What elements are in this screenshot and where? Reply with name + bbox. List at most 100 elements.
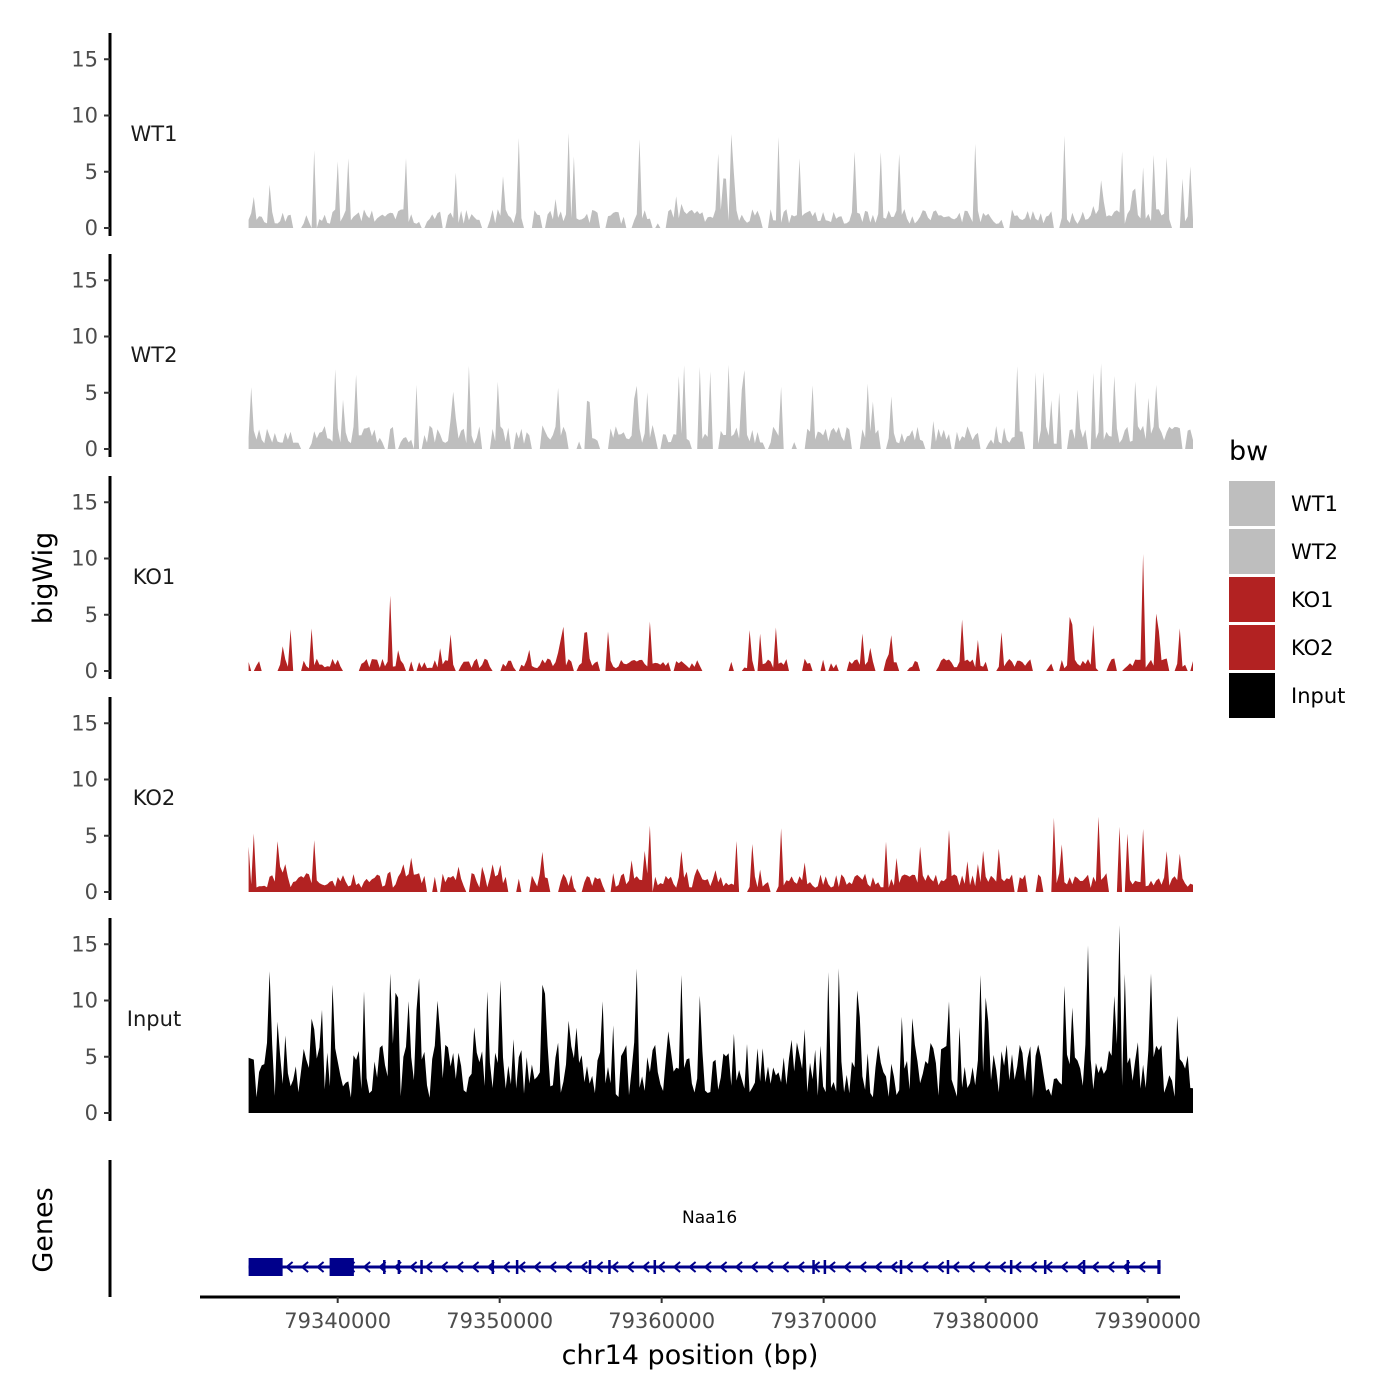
- x-tick-label: 79340000: [284, 1309, 391, 1333]
- strand-arrow: [657, 1261, 666, 1273]
- legend-swatch: [1229, 673, 1275, 718]
- strand-arrow: [734, 1261, 743, 1273]
- y-tick-label: 15: [71, 932, 98, 956]
- coverage-area-input: [248, 925, 1194, 1113]
- strand-arrow: [1060, 1261, 1069, 1273]
- strand-arrow: [796, 1261, 805, 1273]
- legend-item-wt1: WT1: [1229, 481, 1338, 526]
- gene-exon: [248, 1258, 283, 1276]
- coverage-area-wt2: [248, 363, 1194, 449]
- strand-arrow: [998, 1261, 1007, 1273]
- strand-arrow: [1013, 1261, 1022, 1273]
- y-tick-label: 0: [85, 437, 98, 461]
- coverage-area-ko1: [248, 554, 1194, 671]
- x-tick-label: 79390000: [1094, 1309, 1201, 1333]
- y-tick-label: 10: [71, 768, 98, 792]
- gene-exon: [588, 1260, 592, 1274]
- track-label: WT2: [131, 343, 178, 367]
- gene-exon: [899, 1260, 903, 1274]
- strand-arrow: [471, 1261, 480, 1273]
- strand-arrow: [595, 1261, 604, 1273]
- strand-arrow: [781, 1261, 790, 1273]
- gene-panel: Naa16: [108, 1160, 1161, 1297]
- gene-exon: [329, 1258, 354, 1276]
- x-tick-label: 79360000: [608, 1309, 715, 1333]
- y-tick-label: 5: [85, 1045, 98, 1069]
- strand-arrow: [719, 1261, 728, 1273]
- strand-arrow: [1091, 1261, 1100, 1273]
- strand-arrow: [703, 1261, 712, 1273]
- legend-label: WT2: [1291, 540, 1338, 564]
- strand-arrow: [610, 1261, 619, 1273]
- y-tick-label: 15: [71, 47, 98, 71]
- strand-arrow: [1029, 1261, 1038, 1273]
- y-tick-label: 10: [71, 547, 98, 571]
- x-tick-label: 79370000: [770, 1309, 877, 1333]
- legend-item-wt2: WT2: [1229, 529, 1338, 574]
- x-tick-label: 79380000: [932, 1309, 1039, 1333]
- strand-arrow: [564, 1261, 573, 1273]
- track-ko2: 0 5 10 15 KO2: [71, 697, 1194, 904]
- track-input: 0 5 10 15 Input: [71, 918, 1194, 1125]
- x-axis: 79340000 79350000 79360000 79370000 79380000…: [200, 1295, 1201, 1333]
- strand-arrow: [936, 1261, 945, 1273]
- gene-exon: [1043, 1260, 1047, 1274]
- y-tick-label: 5: [85, 381, 98, 405]
- gene-exon: [812, 1260, 815, 1274]
- track-label: WT1: [131, 122, 178, 146]
- y-tick-label: 0: [85, 880, 98, 904]
- legend-title: bw: [1229, 436, 1268, 467]
- gene-exon: [420, 1260, 423, 1274]
- strand-arrow: [409, 1261, 418, 1273]
- strand-arrow: [688, 1261, 697, 1273]
- strand-arrow: [827, 1261, 836, 1273]
- legend-item-input: Input: [1229, 673, 1345, 718]
- gene-exon: [1082, 1260, 1086, 1274]
- legend: bw WT1 WT2 KO1 KO2 Input: [1229, 436, 1345, 718]
- track-label: Input: [127, 1007, 181, 1031]
- gene-exon: [653, 1260, 657, 1274]
- gene-exon: [383, 1260, 386, 1274]
- strand-arrow: [362, 1261, 371, 1273]
- track-ko1: 0 5 10 15 KO1: [71, 476, 1194, 683]
- strand-arrow: [424, 1261, 433, 1273]
- strand-arrow: [951, 1261, 960, 1273]
- y-tick-label: 10: [71, 104, 98, 128]
- strand-arrow: [982, 1261, 991, 1273]
- strand-arrow: [533, 1261, 542, 1273]
- y-tick-label: 0: [85, 1101, 98, 1125]
- y-tick-label: 5: [85, 603, 98, 627]
- legend-swatch: [1229, 529, 1275, 574]
- strand-arrow: [750, 1261, 759, 1273]
- gene-name: Naa16: [682, 1208, 737, 1228]
- y-tick-label: 15: [71, 490, 98, 514]
- legend-label: KO2: [1291, 636, 1334, 660]
- legend-label: Input: [1291, 684, 1345, 708]
- strand-arrow: [285, 1261, 294, 1273]
- x-tick-label: 79350000: [446, 1309, 553, 1333]
- gene-exon: [1009, 1260, 1013, 1274]
- strand-arrow: [548, 1261, 557, 1273]
- strand-arrow: [967, 1261, 976, 1273]
- y-tick-label: 15: [71, 711, 98, 735]
- gene-panel-title: Genes: [28, 1187, 59, 1272]
- y-tick-label: 5: [85, 160, 98, 184]
- gene-exon: [1126, 1260, 1130, 1274]
- gene-exon: [1157, 1260, 1161, 1274]
- strand-arrow: [579, 1261, 588, 1273]
- tracks-layer: 0 5 10 15 WT1 0 5 10 15 WT2 0 5 10 15 KO1 0 5 10 15 KO2 0 5 10…: [71, 33, 1194, 1125]
- strand-arrow: [1106, 1261, 1115, 1273]
- strand-arrow: [1137, 1261, 1146, 1273]
- gene-exon: [515, 1260, 519, 1274]
- legend-label: WT1: [1291, 492, 1338, 516]
- gene-exon: [946, 1260, 950, 1274]
- y-tick-label: 10: [71, 325, 98, 349]
- strand-arrow: [300, 1261, 309, 1273]
- legend-item-ko2: KO2: [1229, 625, 1334, 670]
- x-axis-title: chr14 position (bp): [562, 1340, 819, 1371]
- track-wt2: 0 5 10 15 WT2: [71, 254, 1194, 461]
- y-axis-title: bigWig: [28, 532, 59, 625]
- y-tick-label: 10: [71, 989, 98, 1013]
- legend-item-ko1: KO1: [1229, 577, 1334, 622]
